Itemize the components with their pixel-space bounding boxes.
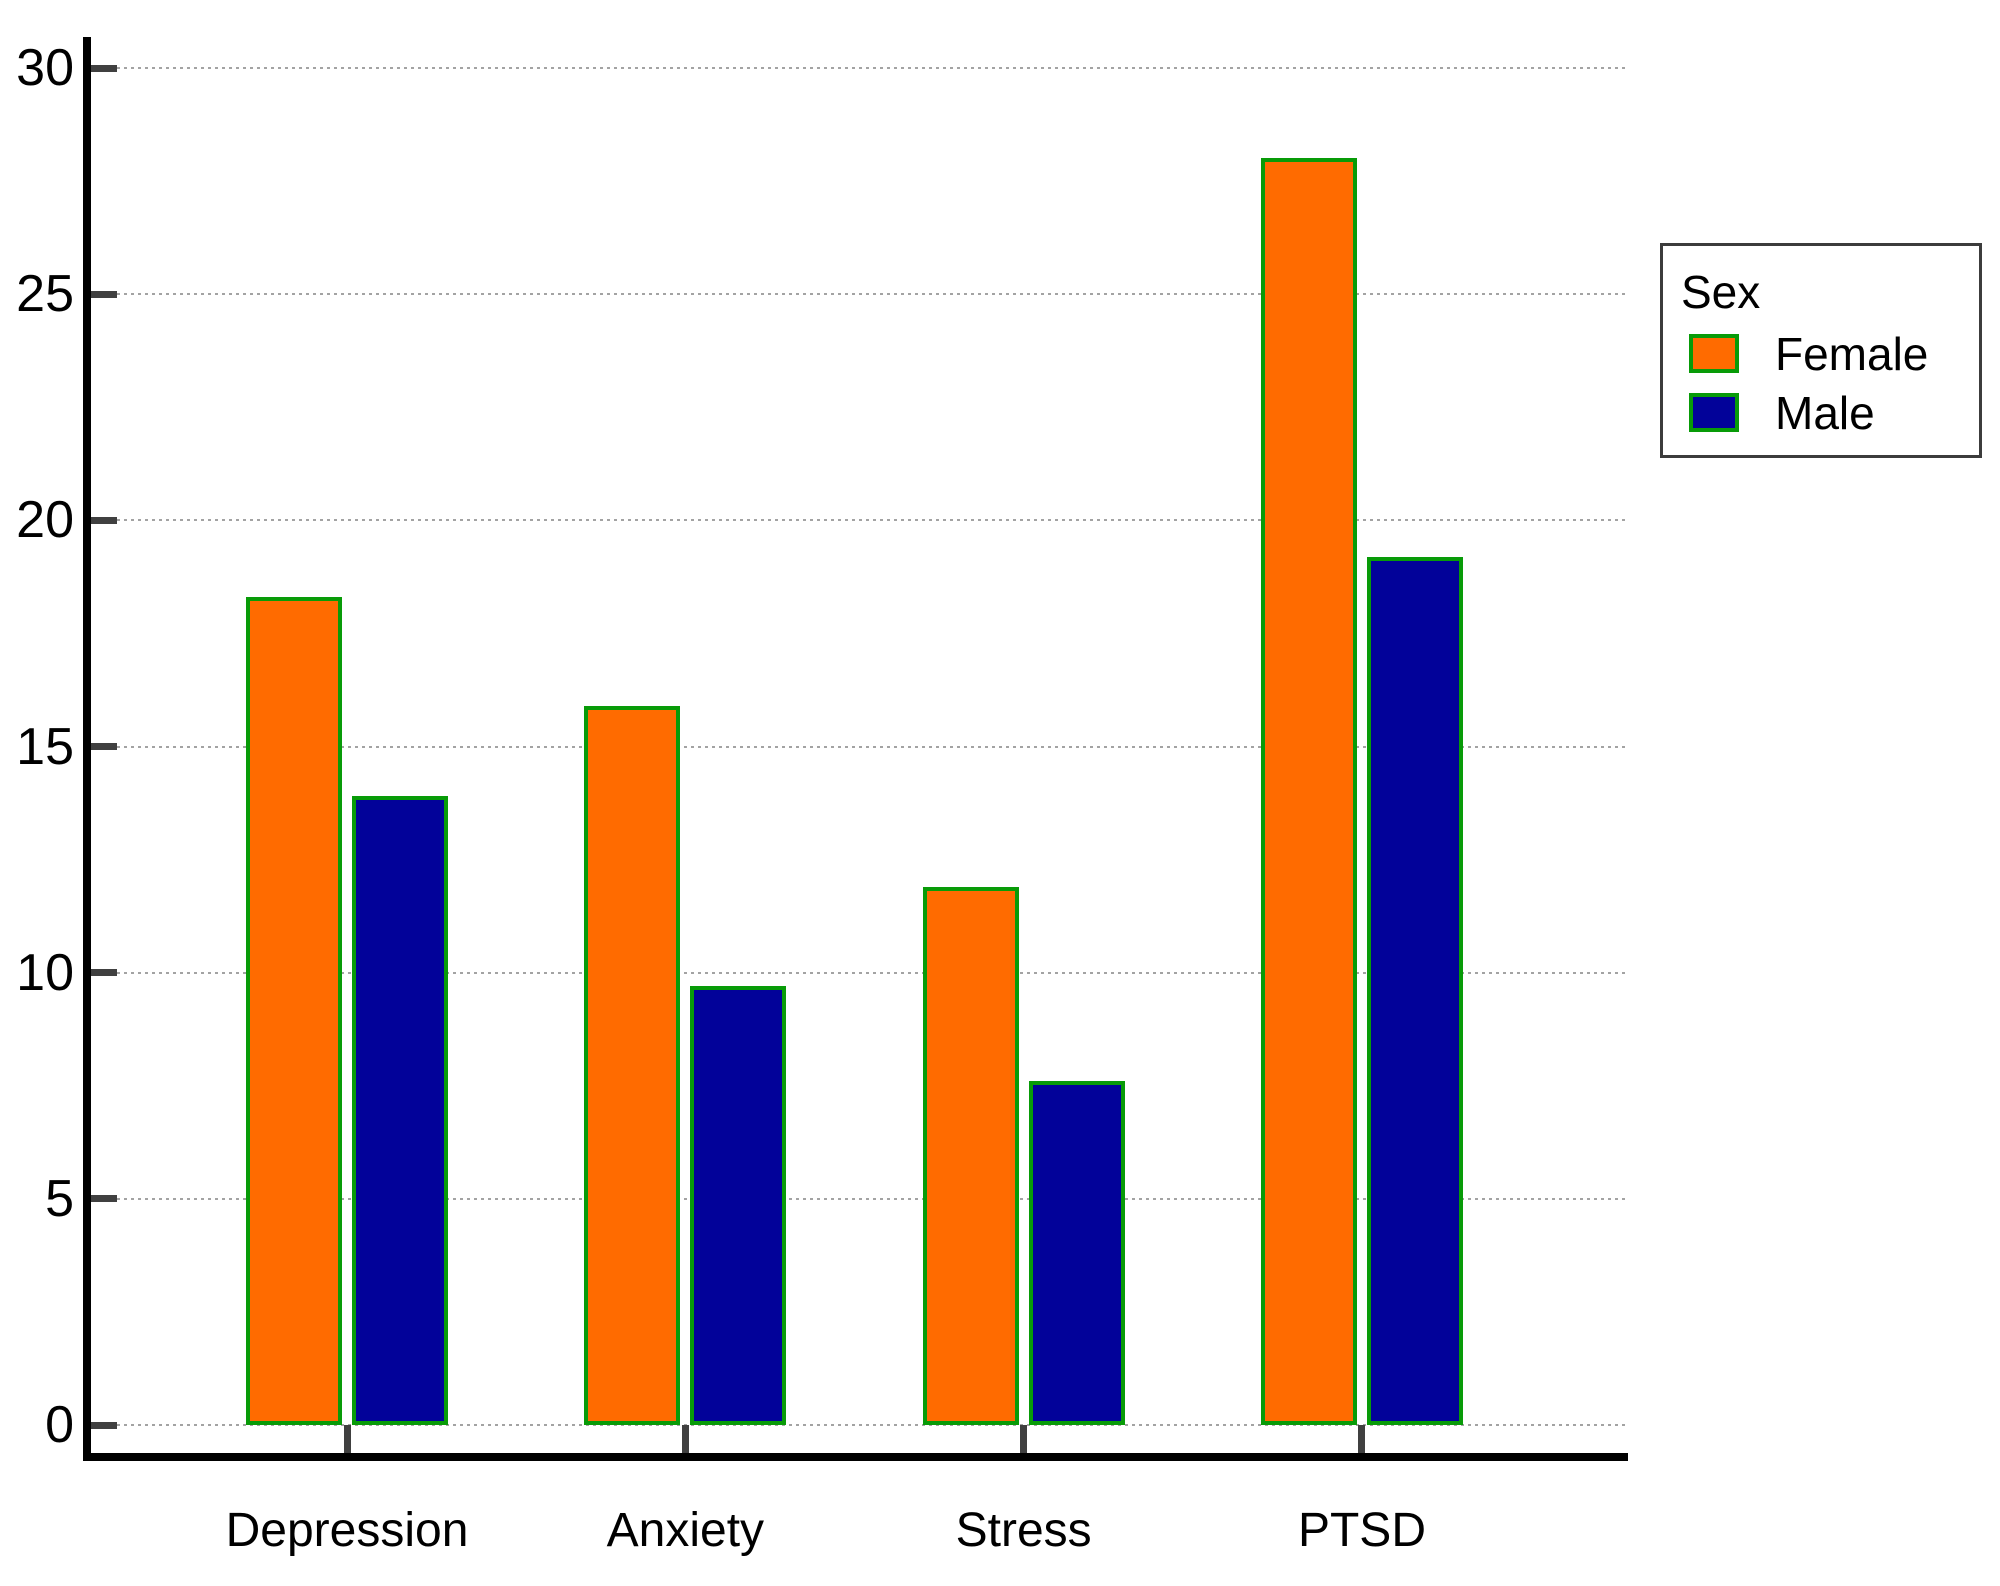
y-tick-5 (91, 1195, 117, 1203)
gridline-y-25 (117, 293, 1628, 296)
bar-male-stress (1028, 1081, 1125, 1425)
y-tick-20 (91, 516, 117, 524)
x-category-label-ptsd: PTSD (1297, 1504, 1426, 1557)
gridline-y-30 (117, 67, 1628, 69)
legend-rows: Female Male (1681, 327, 1979, 439)
legend-swatch-male (1689, 393, 1739, 432)
legend: Sex Female Male (1660, 243, 1982, 458)
x-tick-ptsd (1358, 1425, 1366, 1453)
legend-label-female: Female (1775, 327, 1929, 380)
bar-male-depression (352, 796, 448, 1425)
legend-swatch-female (1689, 334, 1739, 373)
x-tick-stress (1020, 1425, 1028, 1453)
bar-female-stress (922, 886, 1019, 1425)
y-tick-label-15: 15 (16, 717, 74, 776)
legend-title: Sex (1681, 266, 1761, 318)
gridline-y-20 (117, 519, 1628, 522)
y-tick-label-5: 5 (45, 1169, 74, 1228)
y-tick-10 (91, 969, 117, 977)
x-category-label-depression: Depression (225, 1504, 469, 1557)
y-tick-label-30: 30 (16, 39, 74, 97)
legend-label-male: Male (1775, 386, 1875, 439)
y-tick-25 (91, 290, 117, 298)
bar-male-anxiety (690, 986, 787, 1425)
x-category-label-anxiety: Anxiety (606, 1504, 765, 1557)
gridline-y-15 (117, 745, 1628, 748)
bar-male-ptsd (1366, 556, 1463, 1425)
y-axis-line (83, 37, 91, 1461)
gridline-y-5 (117, 1197, 1628, 1200)
x-tick-anxiety (681, 1425, 689, 1453)
y-tick-0 (91, 1421, 117, 1429)
y-tick-label-10: 10 (16, 943, 74, 1002)
y-tick-label-0: 0 (45, 1396, 74, 1454)
y-tick-label-20: 20 (16, 491, 74, 550)
x-category-label-stress: Stress (955, 1504, 1092, 1557)
y-tick-30 (91, 64, 117, 72)
x-tick-depression (343, 1425, 351, 1453)
y-tick-label-25: 25 (16, 265, 74, 324)
bar-female-depression (246, 597, 342, 1425)
y-tick-15 (91, 743, 117, 750)
gridline-y-0 (117, 1424, 1628, 1426)
bar-female-ptsd (1260, 158, 1357, 1425)
legend-item-female: Female (1689, 327, 1979, 380)
legend-item-male: Male (1689, 386, 1979, 439)
bar-female-anxiety (584, 705, 681, 1425)
gridline-y-10 (117, 971, 1628, 974)
x-axis-line (83, 1453, 1628, 1461)
